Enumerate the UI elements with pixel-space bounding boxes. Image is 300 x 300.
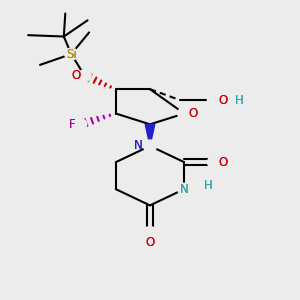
Text: O: O	[146, 236, 154, 250]
Circle shape	[207, 156, 220, 168]
Circle shape	[178, 108, 191, 119]
Text: Si: Si	[66, 48, 76, 61]
Text: H: H	[203, 178, 212, 192]
Text: O: O	[218, 156, 228, 169]
Circle shape	[143, 226, 157, 238]
Text: O: O	[218, 156, 228, 169]
Text: N: N	[134, 140, 142, 152]
Text: F: F	[69, 118, 76, 131]
Text: H: H	[235, 94, 244, 106]
Circle shape	[143, 140, 157, 152]
Text: H: H	[203, 178, 212, 192]
Text: N: N	[180, 183, 189, 196]
Circle shape	[74, 118, 87, 130]
Polygon shape	[145, 124, 155, 146]
Circle shape	[65, 48, 78, 60]
Text: O: O	[189, 107, 198, 120]
Circle shape	[207, 94, 220, 106]
Text: F: F	[69, 118, 76, 131]
Text: N: N	[180, 183, 189, 196]
Text: O: O	[218, 94, 228, 106]
Text: O: O	[146, 236, 154, 250]
Text: Si: Si	[66, 48, 76, 61]
Text: H: H	[235, 94, 244, 106]
Text: O: O	[218, 94, 228, 106]
Text: O: O	[71, 69, 80, 82]
Text: O: O	[71, 69, 80, 82]
Circle shape	[178, 183, 191, 195]
Circle shape	[78, 70, 91, 82]
Text: O: O	[189, 107, 198, 120]
Text: N: N	[134, 140, 142, 152]
